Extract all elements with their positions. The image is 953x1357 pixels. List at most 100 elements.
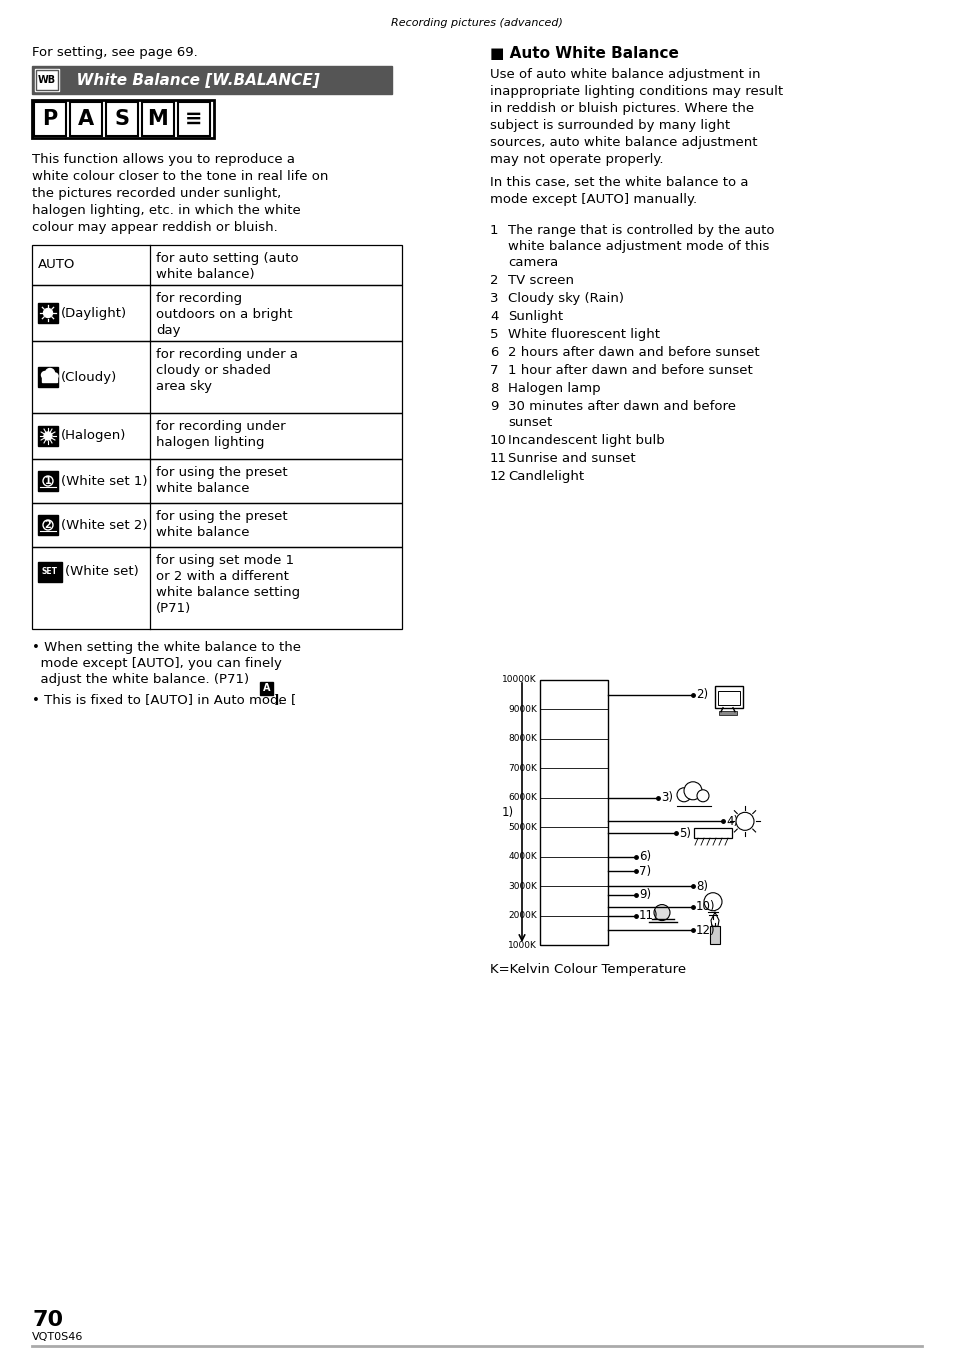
Bar bbox=[106, 102, 138, 136]
Text: (Cloudy): (Cloudy) bbox=[61, 370, 117, 384]
Bar bbox=[677, 794, 710, 806]
Text: halogen lighting: halogen lighting bbox=[156, 436, 264, 449]
Text: ■ Auto White Balance: ■ Auto White Balance bbox=[490, 46, 679, 61]
Text: White Balance [W.BALANCE]: White Balance [W.BALANCE] bbox=[66, 72, 319, 87]
Text: camera: camera bbox=[507, 256, 558, 269]
Text: 6): 6) bbox=[639, 851, 651, 863]
Circle shape bbox=[735, 813, 753, 830]
Text: VQT0S46: VQT0S46 bbox=[32, 1333, 83, 1342]
Text: For setting, see page 69.: For setting, see page 69. bbox=[32, 46, 197, 58]
Text: 8: 8 bbox=[490, 383, 497, 395]
Text: 5000K: 5000K bbox=[508, 822, 537, 832]
Text: 7000K: 7000K bbox=[508, 764, 537, 773]
Text: Sunlight: Sunlight bbox=[507, 309, 562, 323]
Text: White fluorescent light: White fluorescent light bbox=[507, 328, 659, 341]
Text: 2): 2) bbox=[696, 688, 707, 702]
Bar bbox=[539, 680, 607, 944]
Text: white balance adjustment mode of this: white balance adjustment mode of this bbox=[507, 240, 768, 252]
Bar bbox=[32, 285, 401, 341]
Text: sources, auto white balance adjustment: sources, auto white balance adjustment bbox=[490, 136, 757, 149]
Text: white balance: white balance bbox=[156, 527, 250, 539]
Text: A: A bbox=[262, 683, 270, 693]
Bar bbox=[32, 459, 401, 503]
Text: Recording pictures (advanced): Recording pictures (advanced) bbox=[391, 18, 562, 28]
Text: 8000K: 8000K bbox=[508, 734, 537, 744]
Text: In this case, set the white balance to a: In this case, set the white balance to a bbox=[490, 176, 748, 189]
Text: (White set): (White set) bbox=[65, 566, 138, 578]
Bar bbox=[718, 691, 740, 704]
Text: (Daylight): (Daylight) bbox=[61, 307, 127, 319]
Text: mode except [AUTO], you can finely: mode except [AUTO], you can finely bbox=[32, 657, 281, 670]
Text: subject is surrounded by many light: subject is surrounded by many light bbox=[490, 119, 729, 132]
Text: WB: WB bbox=[38, 75, 56, 85]
Text: 4: 4 bbox=[490, 309, 497, 323]
Text: or 2 with a different: or 2 with a different bbox=[156, 570, 289, 584]
Bar bbox=[32, 341, 401, 413]
Text: Sunrise and sunset: Sunrise and sunset bbox=[507, 452, 635, 465]
Bar bbox=[38, 516, 58, 535]
Circle shape bbox=[44, 308, 52, 318]
Text: 1000K: 1000K bbox=[508, 940, 537, 950]
Text: halogen lighting, etc. in which the white: halogen lighting, etc. in which the whit… bbox=[32, 204, 300, 217]
Text: may not operate properly.: may not operate properly. bbox=[490, 153, 662, 166]
Circle shape bbox=[42, 372, 49, 379]
Text: 4): 4) bbox=[725, 814, 738, 828]
Text: outdoors on a bright: outdoors on a bright bbox=[156, 308, 293, 322]
Text: (Halogen): (Halogen) bbox=[61, 430, 126, 442]
Text: (White set 2): (White set 2) bbox=[61, 518, 148, 532]
Text: 10000K: 10000K bbox=[502, 676, 537, 684]
Circle shape bbox=[654, 905, 669, 920]
Text: for using set mode 1: for using set mode 1 bbox=[156, 554, 294, 567]
Bar bbox=[719, 711, 737, 715]
Circle shape bbox=[44, 432, 52, 440]
Text: Halogen lamp: Halogen lamp bbox=[507, 383, 600, 395]
Text: 1: 1 bbox=[490, 224, 498, 237]
Text: 30 minutes after dawn and before: 30 minutes after dawn and before bbox=[507, 400, 735, 413]
Text: day: day bbox=[156, 324, 180, 337]
Bar bbox=[32, 547, 401, 630]
Text: SET: SET bbox=[42, 567, 58, 577]
Text: 3000K: 3000K bbox=[508, 882, 537, 890]
Text: AUTO: AUTO bbox=[38, 258, 75, 271]
Text: 9): 9) bbox=[639, 889, 651, 901]
Text: for recording under: for recording under bbox=[156, 421, 285, 433]
Text: 2000K: 2000K bbox=[508, 911, 537, 920]
Text: 9: 9 bbox=[490, 400, 497, 413]
Text: Candlelight: Candlelight bbox=[507, 470, 583, 483]
Text: white balance: white balance bbox=[156, 482, 250, 495]
Text: white colour closer to the tone in real life on: white colour closer to the tone in real … bbox=[32, 170, 328, 183]
Text: white balance): white balance) bbox=[156, 267, 254, 281]
Bar bbox=[32, 503, 401, 547]
Circle shape bbox=[697, 790, 708, 802]
Text: 4000K: 4000K bbox=[508, 852, 537, 862]
Text: TV screen: TV screen bbox=[507, 274, 574, 286]
Text: colour may appear reddish or bluish.: colour may appear reddish or bluish. bbox=[32, 221, 277, 233]
Circle shape bbox=[683, 782, 701, 799]
Bar bbox=[32, 246, 401, 285]
Bar bbox=[35, 69, 59, 91]
Text: This function allows you to reproduce a: This function allows you to reproduce a bbox=[32, 153, 294, 166]
Circle shape bbox=[677, 788, 690, 802]
Text: ≡: ≡ bbox=[185, 109, 203, 129]
Bar bbox=[38, 562, 62, 582]
Text: S: S bbox=[114, 109, 130, 129]
Text: 2 hours after dawn and before sunset: 2 hours after dawn and before sunset bbox=[507, 346, 759, 360]
Text: M: M bbox=[148, 109, 168, 129]
Bar bbox=[32, 100, 213, 138]
Bar bbox=[142, 102, 173, 136]
Text: 5): 5) bbox=[679, 826, 690, 840]
Text: (P71): (P71) bbox=[156, 603, 191, 615]
Text: Incandescent light bulb: Incandescent light bulb bbox=[507, 434, 664, 446]
Bar bbox=[36, 71, 58, 90]
Circle shape bbox=[46, 369, 54, 377]
Text: mode except [AUTO] manually.: mode except [AUTO] manually. bbox=[490, 193, 697, 206]
Text: 7: 7 bbox=[490, 364, 498, 377]
Text: for recording under a: for recording under a bbox=[156, 347, 297, 361]
Bar bbox=[178, 102, 210, 136]
Text: 10): 10) bbox=[696, 900, 715, 913]
Bar bbox=[38, 303, 58, 323]
Text: • When setting the white balance to the: • When setting the white balance to the bbox=[32, 641, 301, 654]
Text: for using the preset: for using the preset bbox=[156, 510, 287, 522]
Circle shape bbox=[52, 373, 58, 379]
Text: white balance setting: white balance setting bbox=[156, 586, 300, 598]
